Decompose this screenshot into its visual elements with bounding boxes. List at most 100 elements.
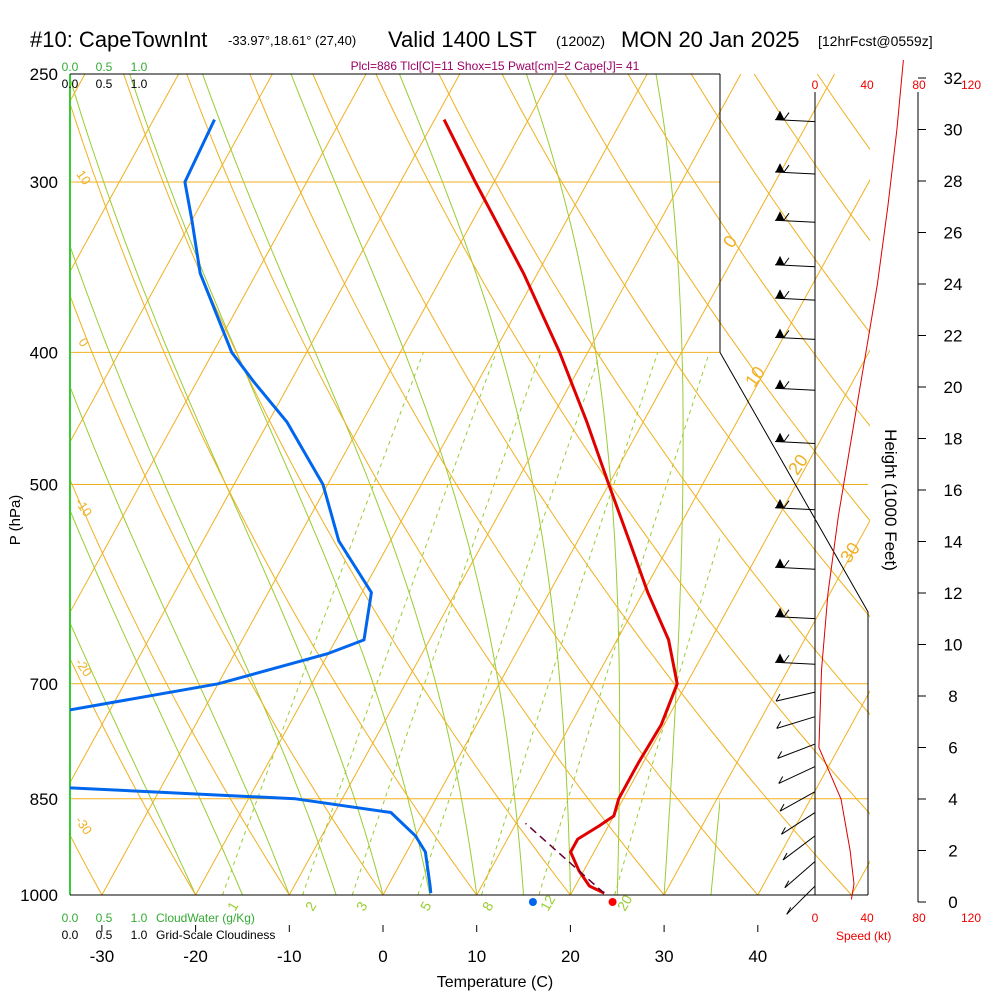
- frame-right-skew: [719, 352, 869, 895]
- height-tick-label: 18: [944, 430, 963, 449]
- dry-adiabat-line: [186, 74, 665, 895]
- cloudwater-scale-title: CloudWater (g/Kg): [156, 911, 255, 925]
- height-tick-label: 30: [944, 121, 963, 140]
- dry-adiabat-label: -10: [72, 495, 95, 519]
- wind-barb-feather: [783, 559, 790, 568]
- height-tick-label: 14: [944, 533, 963, 552]
- moist-adiabat-line: [70, 385, 290, 895]
- wind-barb-staff: [784, 861, 816, 889]
- wind-barb: [779, 791, 816, 812]
- wind-barb-feather: [783, 212, 790, 221]
- moist-adiabat-line: [655, 74, 684, 895]
- speed-scale-top-label: 40: [860, 78, 874, 92]
- wind-barb-staff: [779, 791, 816, 812]
- isotherm-label: 30: [836, 539, 864, 567]
- mixing-ratio-label: 20: [614, 892, 636, 914]
- wind-barb-feather: [778, 776, 784, 784]
- moist-adiabat-line: [710, 796, 720, 895]
- height-tick-label: 4: [948, 790, 957, 809]
- mixing-ratio-line: [302, 352, 497, 895]
- wind-barb-staff: [778, 766, 816, 784]
- isotherm-line: [70, 74, 180, 273]
- wind-barb-flag: [775, 432, 785, 442]
- mixing-ratio-label: 3: [353, 899, 371, 914]
- height-tick-label: 22: [944, 327, 963, 346]
- cloudwater-scale-bottom-label: 1.0: [131, 911, 148, 925]
- speed-scale-top-label: 0: [812, 78, 819, 92]
- wind-barb-feather: [777, 751, 783, 759]
- forecast-info: [12hrFcst@0559z]: [818, 33, 933, 49]
- dry-adiabat-label: 0: [75, 335, 91, 350]
- parcel-profile-line: [525, 822, 605, 894]
- height-tick-label: 12: [944, 584, 963, 603]
- x-tick-label: 30: [655, 947, 674, 966]
- wind-barb-feather: [783, 164, 790, 173]
- moist-adiabat-line: [70, 76, 384, 895]
- wind-barb-feather: [783, 290, 790, 299]
- cloudwater-scale-top-label: 0.5: [96, 60, 113, 74]
- wind-barb-flag: [775, 498, 785, 509]
- valid-date: MON 20 Jan 2025: [621, 27, 800, 52]
- wind-barb-feather: [783, 500, 790, 509]
- mixing-ratio-label: 8: [479, 899, 497, 914]
- moist-adiabat-line: [70, 509, 243, 895]
- wind-barb: [774, 289, 816, 301]
- wind-barb-staff: [786, 885, 816, 915]
- moist-adiabat-line: [398, 74, 571, 895]
- cloudiness-scale-bottom-label: 0.0: [62, 928, 79, 942]
- wind-barb: [776, 716, 816, 729]
- wind-barb: [774, 498, 816, 511]
- pressure-tick-label: 400: [30, 343, 58, 362]
- wind-barb-flag: [775, 379, 785, 389]
- wind-barb: [774, 607, 816, 620]
- wind-barb-staff: [781, 812, 816, 835]
- x-tick-label: -10: [277, 947, 302, 966]
- wind-barb-flag: [775, 558, 785, 568]
- x-tick-label: -30: [90, 947, 115, 966]
- height-tick-label: 10: [944, 636, 963, 655]
- wind-barb-feather: [783, 112, 790, 120]
- wind-barb-staff: [777, 743, 816, 759]
- height-tick-label: 0: [948, 893, 957, 912]
- wind-barb: [774, 558, 816, 570]
- cloudwater-scale-top-label: 1.0: [131, 60, 148, 74]
- isotherm-line: [757, 689, 870, 895]
- pressure-tick-label: 300: [30, 173, 58, 192]
- mixing-ratio-line: [538, 352, 710, 895]
- speed-scale-top-label: 120: [961, 78, 981, 92]
- wind-barb-feather: [783, 380, 790, 389]
- pressure-tick-label: 700: [30, 675, 58, 694]
- height-tick-label: 6: [948, 739, 957, 758]
- x-tick-label: 10: [467, 947, 486, 966]
- wind-barb-feather: [784, 880, 790, 888]
- cloudiness-scale-bottom-label: 0.5: [96, 928, 113, 942]
- cloudiness-scale-title: Grid-Scale Cloudiness: [156, 928, 275, 942]
- wind-barb-staff: [782, 835, 816, 861]
- dewpoint-profile-line: [70, 118, 433, 894]
- speed-scale-bottom-label: 120: [961, 911, 981, 925]
- wind-barb-flag: [775, 255, 785, 266]
- wind-barb: [784, 861, 816, 889]
- moist-adiabat-line: [525, 74, 621, 895]
- isotherm-label: 0: [719, 232, 741, 252]
- x-axis-title: Temperature (C): [437, 974, 553, 991]
- dry-adiabat-line: [501, 74, 870, 618]
- isotherm-line: [851, 860, 870, 895]
- dry-adiabat-label: -20: [72, 655, 95, 679]
- wind-barb: [774, 328, 816, 340]
- wind-barb-staff: [775, 691, 816, 702]
- wind-barb: [774, 255, 816, 268]
- wind-barb-feather: [783, 654, 790, 663]
- wind-barb: [774, 110, 816, 123]
- cloudiness-scale-top-label: 0.0: [62, 77, 79, 91]
- pressure-tick-label: 500: [30, 476, 58, 495]
- dry-adiabat-line: [70, 294, 384, 895]
- wind-barb: [781, 812, 816, 835]
- wind-barb-flag: [775, 211, 785, 221]
- wind-barb: [774, 379, 816, 391]
- mixing-ratio-label: 12: [537, 892, 559, 914]
- height-tick-label: 16: [944, 481, 963, 500]
- x-tick-label: 20: [561, 947, 580, 966]
- surface-dewpoint-marker: [528, 898, 537, 906]
